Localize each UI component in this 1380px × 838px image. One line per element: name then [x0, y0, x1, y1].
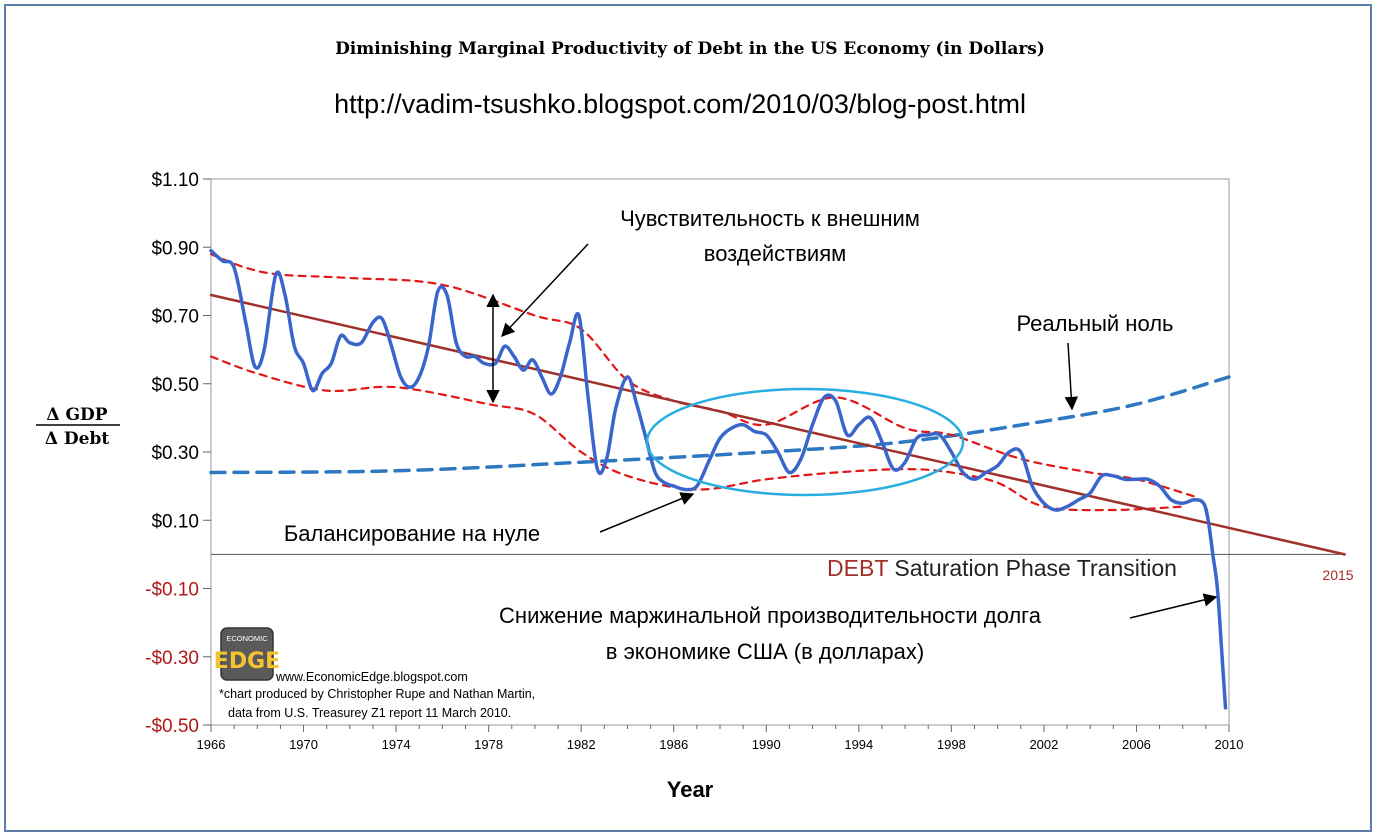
x-tick-label: 2002: [1029, 737, 1058, 752]
x-axis-title: Year: [667, 777, 714, 802]
x-tick-label: 1982: [567, 737, 596, 752]
economic-edge-logo[interactable]: ECONOMIC EDGE: [214, 627, 280, 681]
series-line-trend: [209, 293, 1346, 556]
y-tick-label: -$0.30: [145, 648, 199, 669]
series-line-real-zero: [209, 375, 1231, 475]
annotation-balancing: Балансирование на нуле: [284, 521, 540, 546]
annotation-sensitivity-line2: воздействиям: [704, 241, 846, 266]
y-tick-label: $0.70: [151, 307, 199, 328]
sensitivity-pointer-arrow: [501, 243, 589, 337]
y-tick-label: $1.10: [151, 170, 199, 191]
logo-main-text: EDGE: [214, 649, 280, 674]
y-tick-label: $0.90: [151, 238, 199, 259]
logo-top-text: ECONOMIC: [226, 634, 268, 643]
annotation-sensitivity-line1: Чувствительность к внешним: [620, 206, 920, 231]
x-tick-label: 1990: [752, 737, 781, 752]
logo-badge: [220, 627, 274, 681]
phase-transition-word: DEBT: [827, 555, 888, 581]
y-axis: $1.10 $0.90 $0.70 $0.50 $0.30 $0.10 -$0.10 -$0.…: [145, 170, 211, 737]
real-zero-arrow: [1064, 342, 1079, 411]
x-axis: 1966 1970 1974 1978 1982 1986 1990 1994 1998 2002…: [197, 725, 1244, 752]
image-frame: [4, 4, 1372, 832]
x-label-2015: 2015: [1322, 567, 1353, 583]
x-tick-label: 1966: [197, 737, 226, 752]
y-tick-label: $0.50: [151, 375, 199, 396]
y-tick-label: $0.30: [151, 443, 199, 464]
phase-transition-rest: Saturation Phase Transition: [888, 555, 1177, 581]
highlight-ellipse: [645, 387, 965, 497]
phase-transition-label: DEBT Saturation Phase Transition: [827, 555, 1177, 581]
credit-line-1: *chart produced by Christopher Rupe and …: [219, 687, 535, 701]
x-tick-label: 2010: [1215, 737, 1244, 752]
x-tick-label: 1986: [659, 737, 688, 752]
source-url[interactable]: http://vadim-tsushko.blogspot.com/2010/0…: [334, 89, 1026, 119]
y-axis-title-top: Δ GDP: [46, 405, 107, 425]
series-line-gdp-debt-ratio: [209, 248, 1228, 710]
y-tick-label: $0.10: [151, 511, 199, 532]
annotation-decline-line2: в экономике США (в долларах): [606, 639, 924, 664]
annotation-decline-line1: Снижение маржинальной производительности…: [499, 603, 1042, 628]
chart-title: Diminishing Marginal Productivity of Deb…: [335, 39, 1045, 59]
y-tick-label: -$0.10: [145, 580, 199, 601]
credit-line-2: data from U.S. Treasurey Z1 report 11 Ma…: [228, 706, 511, 720]
annotation-real-zero: Реальный ноль: [1016, 311, 1173, 336]
series-line-upper-envelope: [209, 253, 1196, 498]
y-tick-label: -$0.50: [145, 716, 199, 737]
x-tick-label: 1978: [474, 737, 503, 752]
x-tick-label: 1970: [289, 737, 318, 752]
decline-arrow: [1129, 593, 1218, 619]
x-tick-label: 1974: [382, 737, 411, 752]
x-tick-label: 2006: [1122, 737, 1151, 752]
y-axis-title-bottom: Δ Debt: [45, 429, 110, 449]
x-tick-label: 1994: [844, 737, 873, 752]
series-line-lower-envelope: [209, 355, 1184, 512]
balancing-arrow: [599, 492, 695, 533]
credit-website[interactable]: www.EconomicEdge.blogspot.com: [275, 670, 468, 684]
x-tick-label: 1998: [937, 737, 966, 752]
